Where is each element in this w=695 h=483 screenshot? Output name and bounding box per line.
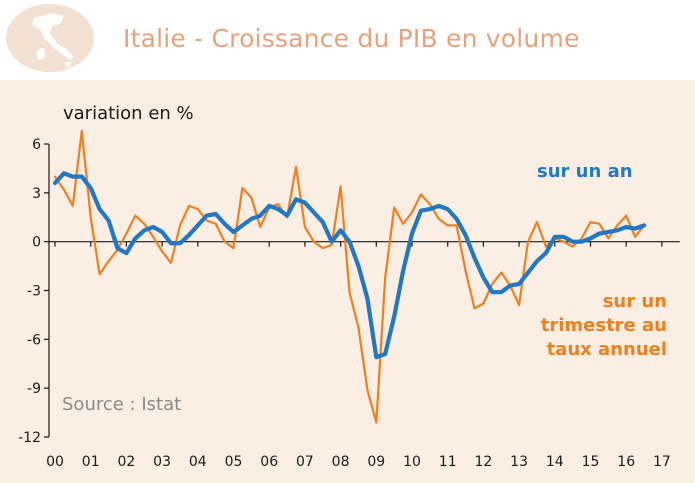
series-line-quarterly — [53, 129, 646, 424]
x-tick-label: 12 — [474, 454, 492, 470]
x-tick-label: 14 — [546, 454, 564, 470]
x-tick-label: 08 — [332, 454, 350, 470]
x-tick-label: 17 — [653, 454, 671, 470]
x-tick-label: 16 — [617, 454, 635, 470]
legend-quarterly: sur un trimestre au taux annuel — [467, 290, 667, 362]
y-tick-label: -3 — [27, 284, 41, 300]
y-tick-label: -6 — [27, 332, 41, 348]
x-tick-label: 09 — [367, 454, 385, 470]
x-tick-label: 10 — [403, 454, 421, 470]
x-tick-label: 04 — [189, 454, 207, 470]
x-tick-label: 01 — [82, 454, 100, 470]
y-axis-label: variation en % — [63, 103, 194, 124]
x-tick-label: 11 — [439, 454, 457, 470]
y-tick-label: -12 — [18, 430, 41, 446]
legend-quarterly-line-2: trimestre au — [540, 315, 667, 336]
chart-title: Italie - Croissance du PIB en volume — [123, 24, 580, 53]
y-tick-label: 3 — [32, 186, 41, 202]
source-note: Source : Istat — [62, 394, 182, 415]
y-tick-label: 6 — [32, 137, 41, 153]
legend-quarterly-line-3: taux annuel — [546, 339, 667, 360]
x-tick-label: 05 — [225, 454, 243, 470]
x-tick-label: 03 — [153, 454, 171, 470]
x-tick-label: 07 — [296, 454, 314, 470]
italy-map-icon — [32, 13, 74, 68]
x-tick-label: 02 — [117, 454, 135, 470]
series-line-annual — [52, 171, 647, 360]
y-tick-label: -9 — [27, 381, 41, 397]
legend-annual: sur un an — [537, 161, 633, 182]
italy-map-badge — [6, 4, 94, 72]
legend-quarterly-line-1: sur un — [602, 291, 667, 312]
x-tick-label: 13 — [510, 454, 528, 470]
plot-background — [0, 80, 695, 483]
x-tick-label: 00 — [46, 454, 64, 470]
header-bar: Italie - Croissance du PIB en volume — [0, 0, 695, 80]
x-tick-label: 06 — [260, 454, 278, 470]
y-tick-label: 0 — [32, 235, 41, 251]
x-tick-label: 15 — [582, 454, 600, 470]
